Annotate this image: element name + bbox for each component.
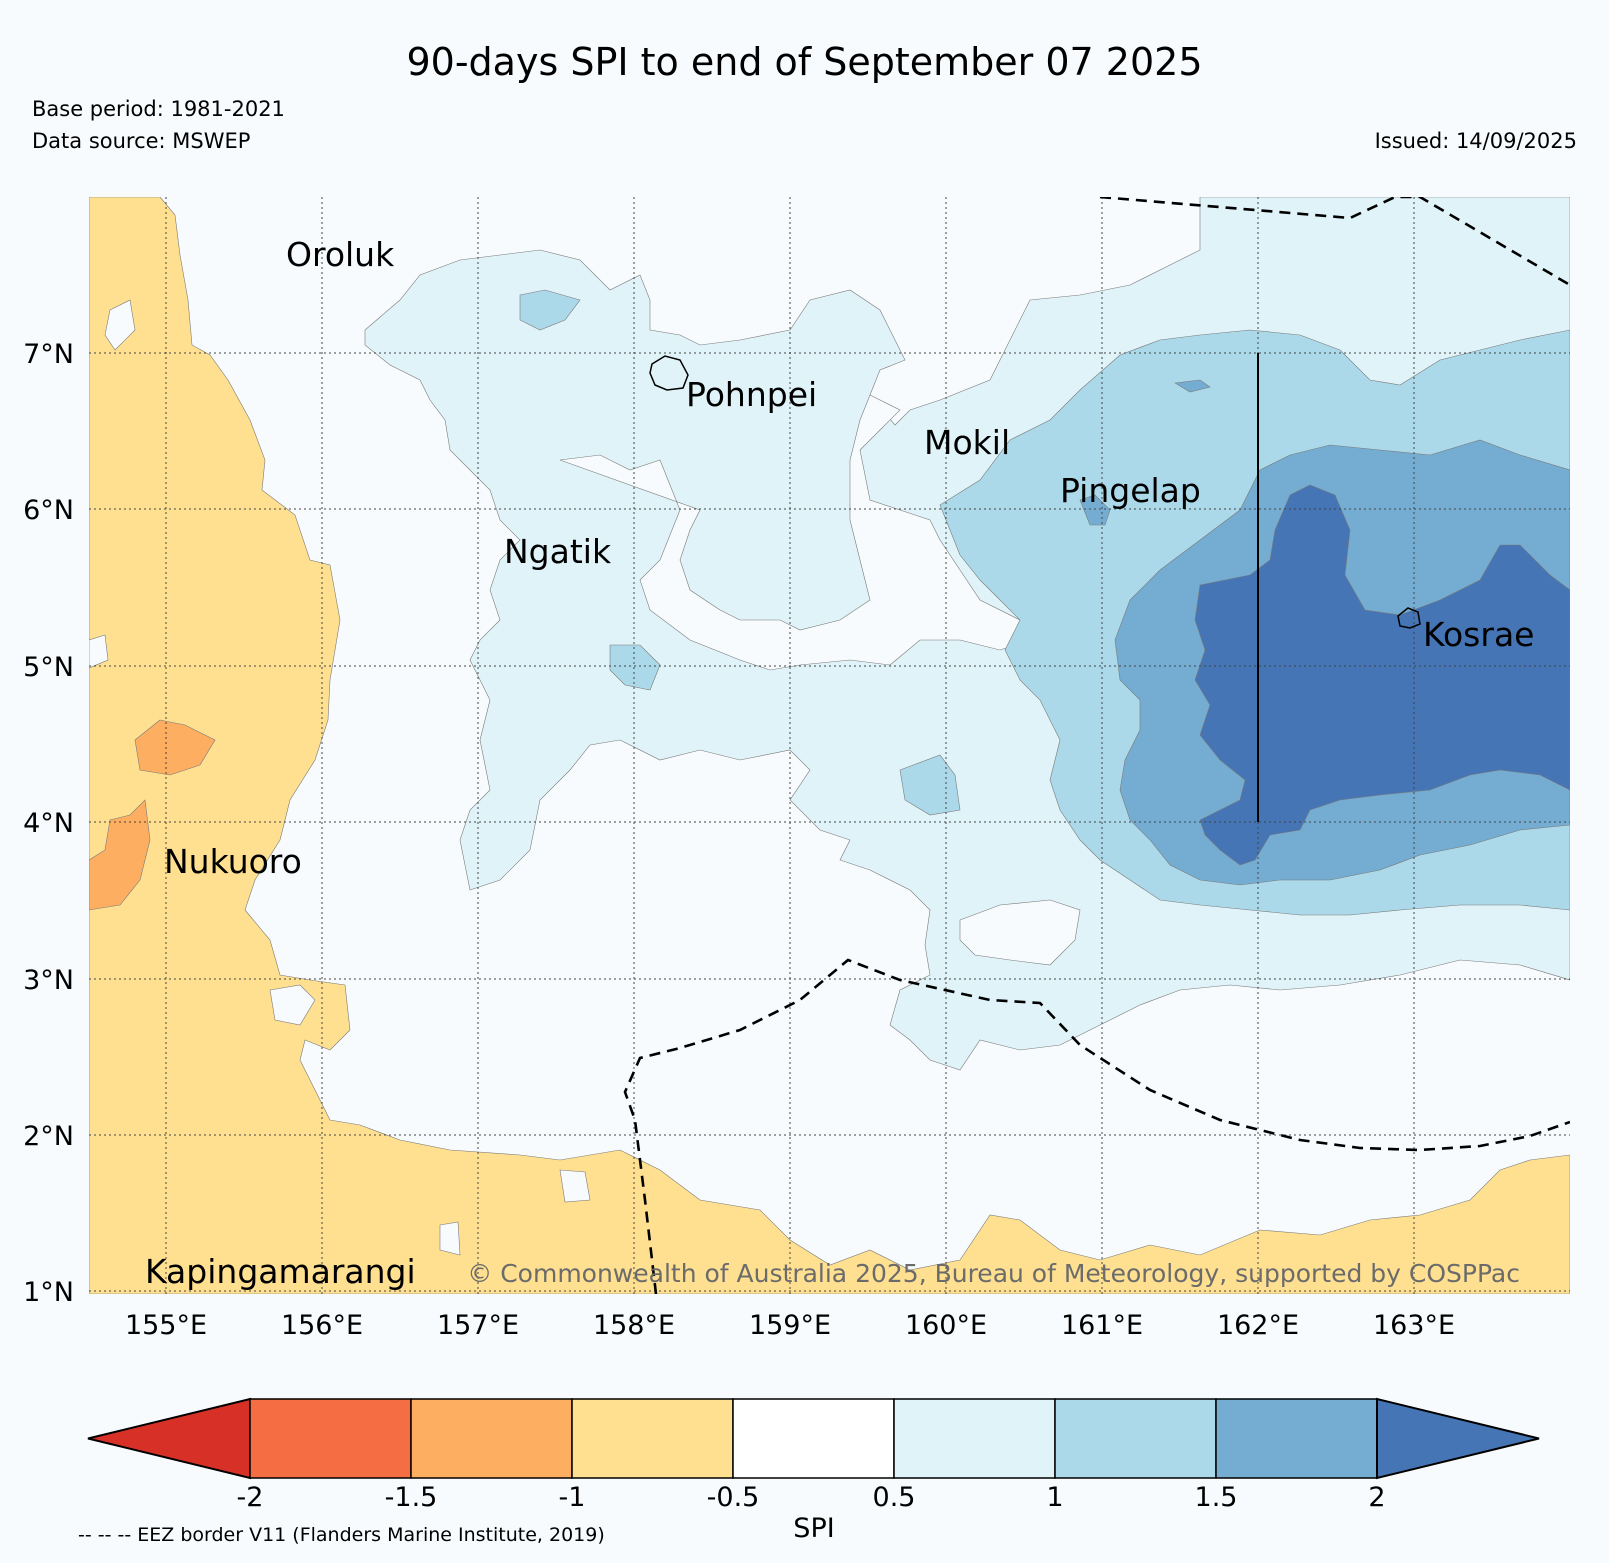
lon-tick: 155°E	[125, 1310, 207, 1341]
colorbar-segment	[249, 1398, 412, 1479]
wet-blob-3	[899, 754, 961, 816]
place-label: Kapingamarangi	[145, 1252, 416, 1291]
wet-region-extreme	[1194, 484, 1570, 866]
colorbar-label: SPI	[793, 1513, 835, 1544]
place-label: Pohnpei	[686, 375, 817, 414]
colorbar-tick: 0.5	[872, 1482, 916, 1513]
colorbar-tick: 1	[1046, 1482, 1064, 1513]
lon-tick: 163°E	[1373, 1310, 1455, 1341]
lat-tick: 5°N	[23, 652, 74, 683]
colorbar-tick: -2	[236, 1482, 264, 1513]
place-label: Oroluk	[286, 235, 395, 274]
lon-tick: 156°E	[281, 1310, 363, 1341]
gridlines	[89, 197, 1570, 1294]
place-label: Ngatik	[504, 532, 612, 571]
map-field: Oroluk Pohnpei Mokil Pingelap Ngatik Kos…	[89, 197, 1570, 1294]
colorbar-tick: 2	[1368, 1482, 1386, 1513]
hole-3	[559, 1169, 591, 1203]
map-title: 90-days SPI to end of September 07 2025	[406, 40, 1203, 84]
base-period: Base period: 1981-2021	[32, 97, 285, 121]
colorbar-extend-low	[87, 1397, 251, 1480]
dry-patch-2	[89, 799, 151, 911]
colorbar-segment	[571, 1398, 734, 1479]
lat-tick: 4°N	[23, 808, 74, 839]
kosrae-island	[1397, 607, 1421, 629]
lon-tick: 162°E	[1217, 1310, 1299, 1341]
data-source: Data source: MSWEP	[32, 129, 251, 153]
colorbar-segment	[732, 1398, 895, 1479]
colorbar-segment	[1215, 1398, 1378, 1479]
issued-date: Issued: 14/09/2025	[1374, 129, 1577, 153]
lon-tick: 161°E	[1061, 1310, 1143, 1341]
hole-4	[439, 1221, 461, 1256]
colorbar-segment	[410, 1398, 573, 1479]
wet-blob-5	[1174, 379, 1211, 393]
wet-blob-1	[519, 289, 581, 331]
place-label: Kosrae	[1423, 615, 1534, 654]
lat-tick: 2°N	[23, 1121, 74, 1152]
dry-region-west	[89, 197, 1570, 1294]
lon-tick: 158°E	[593, 1310, 675, 1341]
colorbar-tick: -1.5	[384, 1482, 438, 1513]
place-label: Pingelap	[1060, 471, 1201, 510]
colorbar-tick: -0.5	[706, 1482, 760, 1513]
colorbar-tick: 1.5	[1194, 1482, 1238, 1513]
pohnpei-island	[649, 355, 689, 391]
lat-tick: 6°N	[23, 495, 74, 526]
eez-legend-note: -- -- -- EEZ border V11 (Flanders Marine…	[78, 1524, 605, 1546]
colorbar-extend-high	[1376, 1397, 1540, 1480]
place-labels: Oroluk Pohnpei Mokil Pingelap Ngatik Kos…	[145, 235, 1534, 1291]
hole-7	[959, 899, 1081, 966]
lon-tick-labels: 155°E 156°E 157°E 158°E 159°E 160°E 161°…	[125, 1310, 1455, 1341]
colorbar	[87, 1397, 1540, 1480]
hole-1	[104, 299, 136, 351]
place-label: Nukuoro	[164, 842, 302, 881]
lat-tick: 3°N	[23, 965, 74, 996]
hole-5	[269, 984, 316, 1026]
copyright-text: © Commonwealth of Australia 2025, Bureau…	[467, 1259, 1520, 1288]
lon-tick: 157°E	[437, 1310, 519, 1341]
colorbar-segment	[893, 1398, 1056, 1479]
dry-patch-1	[134, 719, 216, 776]
lat-tick: 7°N	[23, 339, 74, 370]
colorbar-segment	[1054, 1398, 1217, 1479]
eez-border	[623, 197, 1570, 1294]
lon-tick: 159°E	[749, 1310, 831, 1341]
lon-tick: 160°E	[905, 1310, 987, 1341]
wet-blob-2	[609, 644, 661, 691]
lat-tick: 1°N	[23, 1277, 74, 1308]
place-label: Mokil	[924, 423, 1010, 462]
colorbar-tick: -1	[558, 1482, 586, 1513]
lat-tick-labels: 7°N 6°N 5°N 4°N 3°N 2°N 1°N	[23, 339, 74, 1308]
hole-2	[89, 634, 109, 669]
hole-6	[559, 394, 1031, 671]
